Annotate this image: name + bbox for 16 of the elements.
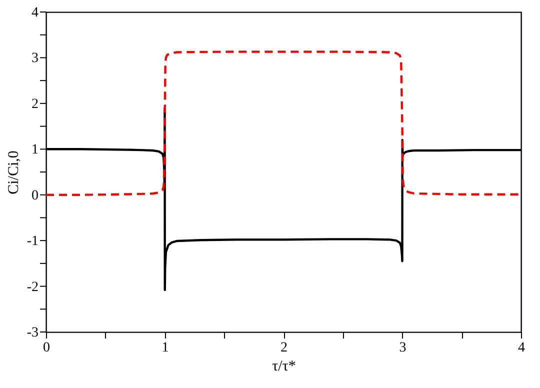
y-tick-label: -2 (26, 280, 38, 295)
y-tick-label: 0 (32, 188, 38, 204)
x-tick-label: 2 (280, 340, 288, 356)
y-tick-label: -1 (26, 234, 38, 250)
y-tick-label: 2 (32, 96, 38, 112)
x-tick-label: 4 (518, 340, 525, 356)
y-tick-label: 4 (32, 6, 38, 20)
x-axis-title: τ/τ* (272, 358, 296, 374)
y-tick-label: 1 (32, 142, 38, 158)
y-tick-label: 3 (32, 51, 38, 66)
x-tick-label: 3 (399, 340, 406, 356)
x-tick-label: 1 (162, 340, 169, 356)
x-tick-label: 0 (43, 340, 50, 356)
y-axis-title: Ci/Ci,0 (6, 150, 22, 194)
y-tick-label: -3 (26, 326, 38, 340)
line-series (46, 50, 521, 196)
